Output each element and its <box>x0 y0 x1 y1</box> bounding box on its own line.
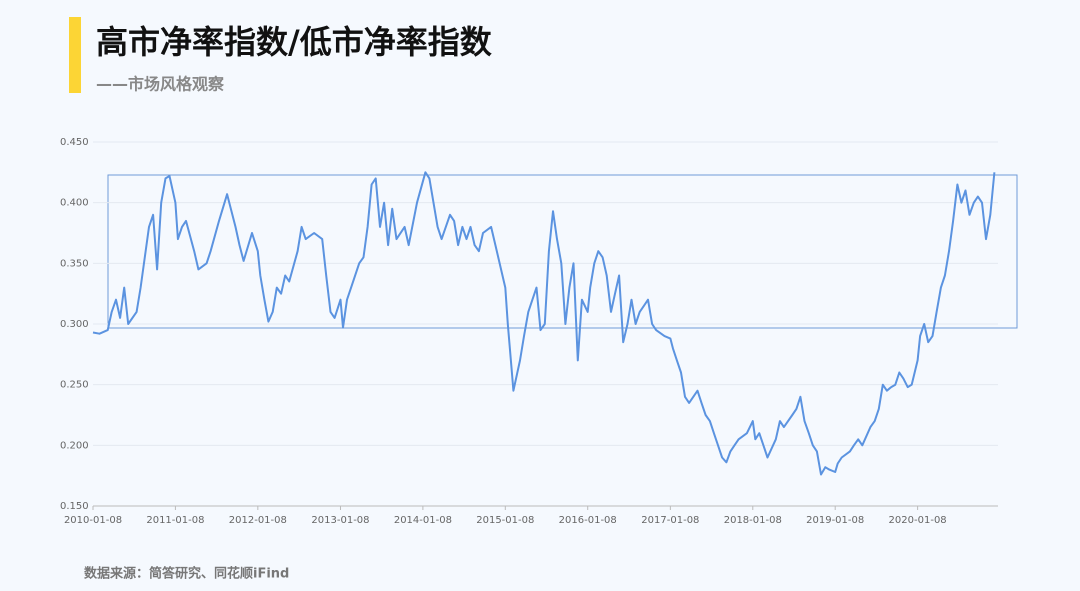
y-tick-label: 0.300 <box>60 319 89 330</box>
highlight-box <box>107 174 1018 329</box>
x-tick-label: 2019-01-08 <box>806 515 864 526</box>
x-tick-label: 2010-01-08 <box>64 515 122 526</box>
accent-bar <box>69 17 81 93</box>
y-tick-label: 0.400 <box>60 198 89 209</box>
y-tick-label: 0.450 <box>60 137 89 148</box>
x-tick-label: 2020-01-08 <box>889 515 947 526</box>
line-series <box>92 171 996 476</box>
x-tick-label: 2013-01-08 <box>311 515 369 526</box>
x-tick-label: 2015-01-08 <box>476 515 534 526</box>
y-tick-label: 0.200 <box>60 440 89 451</box>
y-tick-label: 0.150 <box>60 501 89 512</box>
chart-title: 高市净率指数/低市净率指数 <box>96 23 493 61</box>
x-tick-label: 2011-01-08 <box>146 515 204 526</box>
x-tick-label: 2012-01-08 <box>229 515 287 526</box>
x-tick-label: 2016-01-08 <box>559 515 617 526</box>
y-tick-label: 0.250 <box>60 380 89 391</box>
y-tick-label: 0.350 <box>60 258 89 269</box>
x-tick-label: 2018-01-08 <box>724 515 782 526</box>
source-note: 数据来源：简答研究、同花顺iFind <box>84 566 289 582</box>
x-tick-label: 2017-01-08 <box>641 515 699 526</box>
x-tick-label: 2014-01-08 <box>394 515 452 526</box>
chart-subtitle: ——市场风格观察 <box>96 75 225 94</box>
